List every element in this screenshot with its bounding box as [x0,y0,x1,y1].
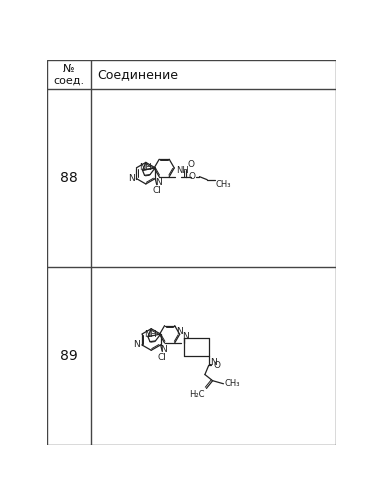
Text: N: N [176,327,182,336]
Text: NH: NH [144,330,157,338]
Text: CH₃: CH₃ [224,380,240,388]
Text: O: O [187,160,194,169]
Text: Соединение: Соединение [97,68,178,81]
Text: NH: NH [176,166,189,175]
Text: N: N [134,340,140,349]
Text: H₂C: H₂C [189,390,205,399]
Text: N: N [210,358,217,366]
Text: CH₃: CH₃ [216,180,231,190]
Text: N: N [155,178,162,187]
Text: №
соед.: № соед. [53,64,84,86]
Text: Cl: Cl [158,352,167,362]
Text: O: O [213,361,220,370]
Text: Cl: Cl [152,186,161,196]
Text: N: N [128,174,135,183]
Text: N: N [182,332,188,342]
Text: N: N [160,344,167,354]
Text: 89: 89 [60,349,78,363]
Text: 88: 88 [60,171,78,185]
Text: NH: NH [139,164,152,172]
Text: O: O [189,172,196,181]
